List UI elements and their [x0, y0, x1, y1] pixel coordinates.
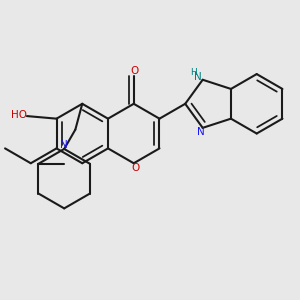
Text: N: N	[197, 128, 205, 137]
Text: N: N	[60, 140, 68, 150]
Text: N: N	[194, 71, 202, 82]
Text: O: O	[130, 66, 139, 76]
Text: H: H	[190, 68, 197, 77]
Text: O: O	[131, 164, 139, 173]
Text: HO: HO	[11, 110, 27, 120]
